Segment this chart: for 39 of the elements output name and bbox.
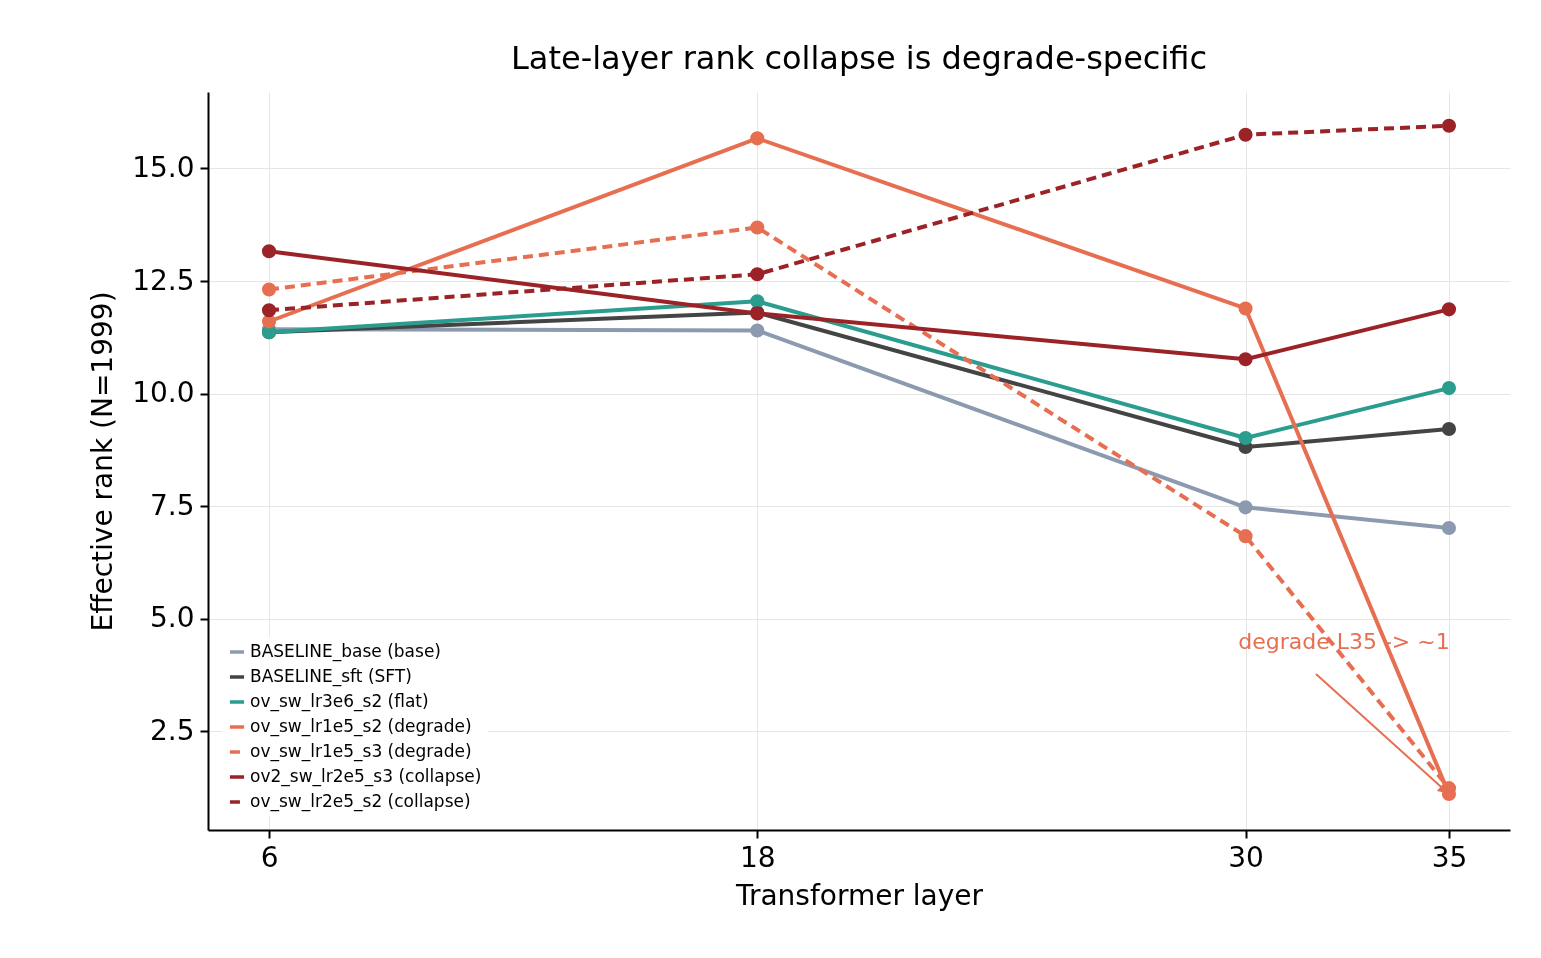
x-tick-label: 30 xyxy=(1228,840,1264,874)
point xyxy=(750,220,765,235)
point xyxy=(750,267,765,282)
point xyxy=(1441,381,1457,396)
x-tick-label: 18 xyxy=(739,840,776,874)
y-tick-label: 12.5 xyxy=(132,263,195,297)
y-tick-label: 2.5 xyxy=(149,713,195,747)
point xyxy=(1441,421,1457,437)
point xyxy=(1238,127,1253,142)
y-axis-title: Effective rank (N=1999) xyxy=(86,291,120,632)
legend-label: ov_sw_lr1e5_s2 (degrade) xyxy=(250,716,472,737)
point xyxy=(1441,520,1457,536)
legend-label: ov_sw_lr3e6_s2 (flat) xyxy=(250,691,429,712)
point xyxy=(1238,500,1253,515)
legend-label: ov2_sw_lr2e5_s3 (collapse) xyxy=(250,766,482,787)
legend-label: BASELINE_sft (SFT) xyxy=(250,666,412,687)
legend-label: BASELINE_base (base) xyxy=(250,641,441,662)
legend-label: ov_sw_lr1e5_s3 (degrade) xyxy=(250,741,472,762)
y-tick-label: 10.0 xyxy=(132,376,195,409)
point xyxy=(1441,118,1457,133)
x-tick-label: 6 xyxy=(260,840,279,874)
point xyxy=(261,282,277,297)
point xyxy=(750,131,765,146)
x-tick-label: 35 xyxy=(1431,840,1468,874)
point xyxy=(1238,430,1253,446)
point xyxy=(750,323,765,338)
point xyxy=(1238,529,1253,544)
y-tick-label: 7.5 xyxy=(149,488,195,522)
y-tick-label: 5.0 xyxy=(149,601,195,634)
point xyxy=(1238,301,1253,316)
point xyxy=(1238,352,1253,367)
y-tick-label: 15.0 xyxy=(132,151,195,184)
point xyxy=(261,303,277,318)
x-axis-title: Transformer layer xyxy=(734,878,984,912)
point xyxy=(1441,302,1457,317)
point xyxy=(750,294,765,309)
chart-title: Late-layer rank collapse is degrade-specific xyxy=(510,39,1208,77)
legend-label: ov_sw_lr2e5_s2 (collapse) xyxy=(250,791,471,812)
point xyxy=(261,244,277,259)
